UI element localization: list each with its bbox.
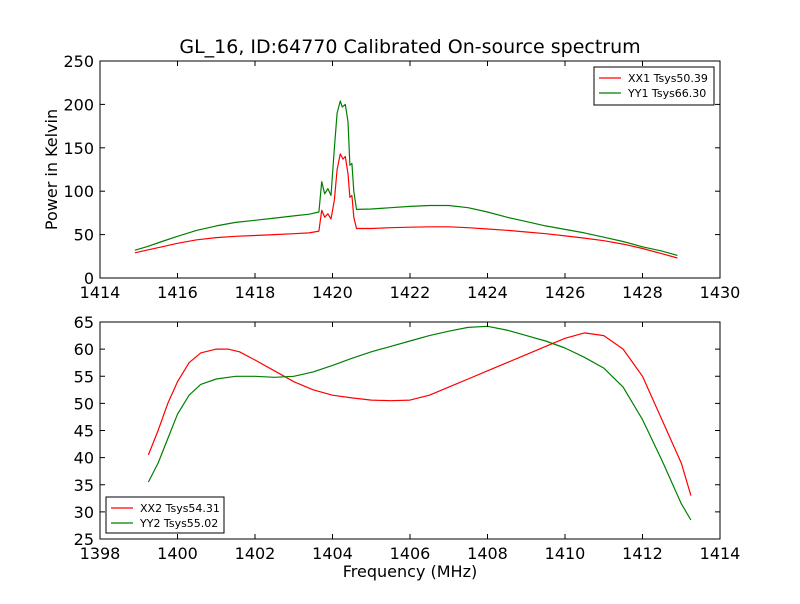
top-y-tick-label: 50 <box>74 226 94 245</box>
top-y-tick-label: 0 <box>84 269 94 288</box>
top-x-tick-label: 1414 <box>80 283 121 302</box>
top-x-tick-label: 1426 <box>545 283 586 302</box>
top-y-tick-label: 100 <box>63 182 94 201</box>
top-y-tick-label: 250 <box>63 52 94 71</box>
bottom-legend-label-1: YY2 Tsys55.02 <box>139 517 218 530</box>
top-x-tick-label: 1428 <box>622 283 663 302</box>
bottom-y-tick-label: 30 <box>74 503 94 522</box>
bottom-legend-label-0: XX2 Tsys54.31 <box>140 502 220 515</box>
top-y-tick-label: 150 <box>63 139 94 158</box>
top-legend-box <box>593 66 715 106</box>
bottom-y-tick-label: 40 <box>74 449 94 468</box>
top-legend-label-1: YY1 Tsys66.30 <box>627 87 706 100</box>
top-x-tick-label: 1416 <box>157 283 198 302</box>
bottom-x-axis-label: Frequency (MHz) <box>343 562 477 581</box>
bottom-y-tick-label: 45 <box>74 422 94 441</box>
top-y-tick-label: 200 <box>63 95 94 114</box>
bottom-x-tick-label: 1414 <box>700 544 741 563</box>
bottom-x-tick-label: 1406 <box>390 544 431 563</box>
top-legend: XX1 Tsys50.39 YY1 Tsys66.30 <box>593 66 715 106</box>
bottom-legend: XX2 Tsys54.31 YY2 Tsys55.02 <box>105 496 225 534</box>
top-x-tick-label: 1424 <box>467 283 508 302</box>
top-x-tick-label: 1418 <box>235 283 276 302</box>
bottom-y-tick-label: 50 <box>74 394 94 413</box>
bottom-x-tick-label: 1412 <box>622 544 663 563</box>
bottom-spectrum-plot: 1398 1400 1402 1404 1406 1408 1410 1412 1414 25 30… <box>74 313 741 581</box>
top-x-tick-label: 1420 <box>312 283 353 302</box>
bottom-y-tick-label: 55 <box>74 367 94 386</box>
top-x-tick-label: 1422 <box>390 283 431 302</box>
top-y-axis-label: Power in Kelvin <box>42 109 61 230</box>
bottom-y-tick-label: 65 <box>74 313 94 332</box>
figure-title: GL_16, ID:64770 Calibrated On-source spe… <box>179 36 640 58</box>
bottom-series-line-0 <box>147 332 692 496</box>
top-legend-label-0: XX1 Tsys50.39 <box>628 72 708 85</box>
bottom-y-tick-label: 25 <box>74 530 94 549</box>
bottom-x-tick-label: 1408 <box>467 544 508 563</box>
bottom-series-line-1 <box>147 325 692 521</box>
top-series-line-1 <box>134 100 678 256</box>
bottom-x-tick-label: 1400 <box>157 544 198 563</box>
bottom-legend-box <box>105 496 225 534</box>
bottom-x-tick-label: 1398 <box>80 544 121 563</box>
bottom-x-tick-label: 1410 <box>545 544 586 563</box>
top-spectrum-plot: 1414 1416 1418 1420 1422 1424 1426 1428 1430 0 50 1… <box>42 52 740 302</box>
bottom-y-tick-label: 60 <box>74 340 94 359</box>
bottom-x-tick-label: 1402 <box>235 544 276 563</box>
top-x-tick-label: 1430 <box>700 283 741 302</box>
bottom-y-tick-label: 35 <box>74 476 94 495</box>
top-series-line-0 <box>134 153 678 259</box>
bottom-x-tick-label: 1404 <box>312 544 353 563</box>
